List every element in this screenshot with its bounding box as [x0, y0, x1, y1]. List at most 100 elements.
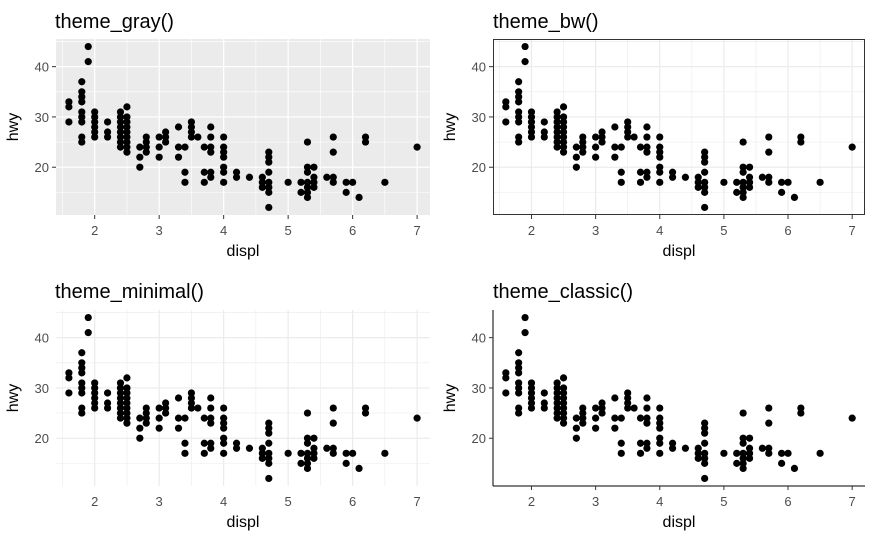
data-point	[553, 414, 561, 422]
x-tick-label: 5	[285, 223, 292, 238]
y-axis-title: hwy	[442, 113, 459, 141]
data-point	[103, 389, 112, 397]
data-point	[207, 444, 215, 452]
data-point	[329, 148, 337, 156]
data-point	[559, 133, 568, 141]
data-point	[174, 153, 183, 161]
data-point	[123, 118, 131, 126]
data-point	[739, 163, 747, 171]
data-point	[572, 424, 580, 432]
data-point	[187, 404, 196, 412]
data-point	[739, 178, 747, 186]
data-point	[733, 449, 741, 457]
data-point	[527, 404, 536, 412]
data-point	[84, 329, 92, 337]
data-point	[187, 394, 196, 402]
x-tick-label: 4	[220, 223, 227, 238]
data-point	[207, 148, 215, 156]
data-point	[579, 419, 587, 427]
data-point	[778, 178, 786, 186]
data-point	[559, 113, 568, 121]
data-point	[739, 449, 747, 457]
data-point	[200, 439, 208, 447]
data-point	[598, 128, 606, 136]
data-point	[265, 459, 273, 467]
data-point	[162, 128, 170, 136]
data-point	[220, 168, 228, 176]
y-tick-label: 20	[472, 160, 486, 175]
data-point	[116, 409, 125, 417]
data-point	[559, 138, 568, 146]
data-point	[155, 153, 163, 161]
data-point	[258, 183, 266, 191]
data-point	[765, 444, 773, 452]
data-point	[592, 404, 600, 412]
data-point	[78, 409, 86, 417]
data-point	[540, 404, 548, 412]
data-point	[630, 133, 638, 141]
data-point	[181, 178, 189, 186]
data-point	[265, 148, 273, 156]
data-point	[611, 123, 619, 131]
data-point	[739, 434, 747, 442]
data-point	[116, 118, 125, 126]
data-point	[220, 404, 228, 412]
data-point	[265, 188, 273, 196]
data-point	[656, 434, 664, 442]
data-point	[265, 449, 273, 457]
panel-background	[56, 310, 430, 486]
data-point	[297, 449, 305, 457]
y-tick-label: 20	[35, 431, 49, 446]
data-point	[515, 138, 523, 146]
data-point	[592, 143, 600, 151]
data-point	[745, 444, 754, 452]
data-point	[559, 128, 568, 136]
data-point	[181, 143, 189, 151]
data-point	[349, 449, 357, 457]
data-point	[265, 203, 273, 212]
data-point	[553, 108, 561, 116]
data-point	[579, 148, 587, 156]
data-point	[103, 399, 112, 407]
data-point	[323, 444, 331, 452]
data-point	[701, 459, 709, 467]
data-point	[630, 404, 638, 412]
data-point	[572, 153, 580, 161]
data-point	[78, 93, 86, 101]
data-point	[515, 384, 523, 392]
data-point	[527, 128, 536, 136]
data-point	[502, 369, 510, 377]
data-point	[701, 183, 709, 191]
data-point	[624, 389, 632, 397]
data-point	[155, 143, 163, 151]
data-point	[91, 389, 99, 397]
data-point	[342, 459, 350, 467]
data-point	[303, 449, 312, 457]
x-tick-label: 5	[720, 494, 727, 509]
data-point	[65, 389, 73, 397]
data-point	[284, 449, 292, 457]
data-point	[790, 193, 799, 201]
data-point	[265, 429, 273, 437]
data-point	[559, 123, 568, 131]
data-point	[540, 128, 548, 136]
data-point	[598, 404, 606, 412]
data-point	[91, 399, 99, 407]
data-point	[598, 399, 606, 407]
data-point	[521, 42, 529, 51]
data-point	[297, 459, 305, 467]
data-point	[643, 123, 651, 131]
data-point	[553, 389, 561, 397]
data-point	[579, 138, 587, 146]
data-point	[643, 439, 651, 447]
data-point	[739, 183, 747, 191]
panel-title: theme_bw()	[493, 11, 599, 33]
data-point	[643, 404, 651, 412]
x-tick-label: 3	[592, 223, 599, 238]
data-point	[624, 128, 632, 136]
data-point	[116, 414, 125, 422]
data-point	[643, 444, 651, 452]
data-point	[656, 143, 664, 151]
data-point	[381, 178, 389, 186]
data-point	[502, 103, 510, 111]
